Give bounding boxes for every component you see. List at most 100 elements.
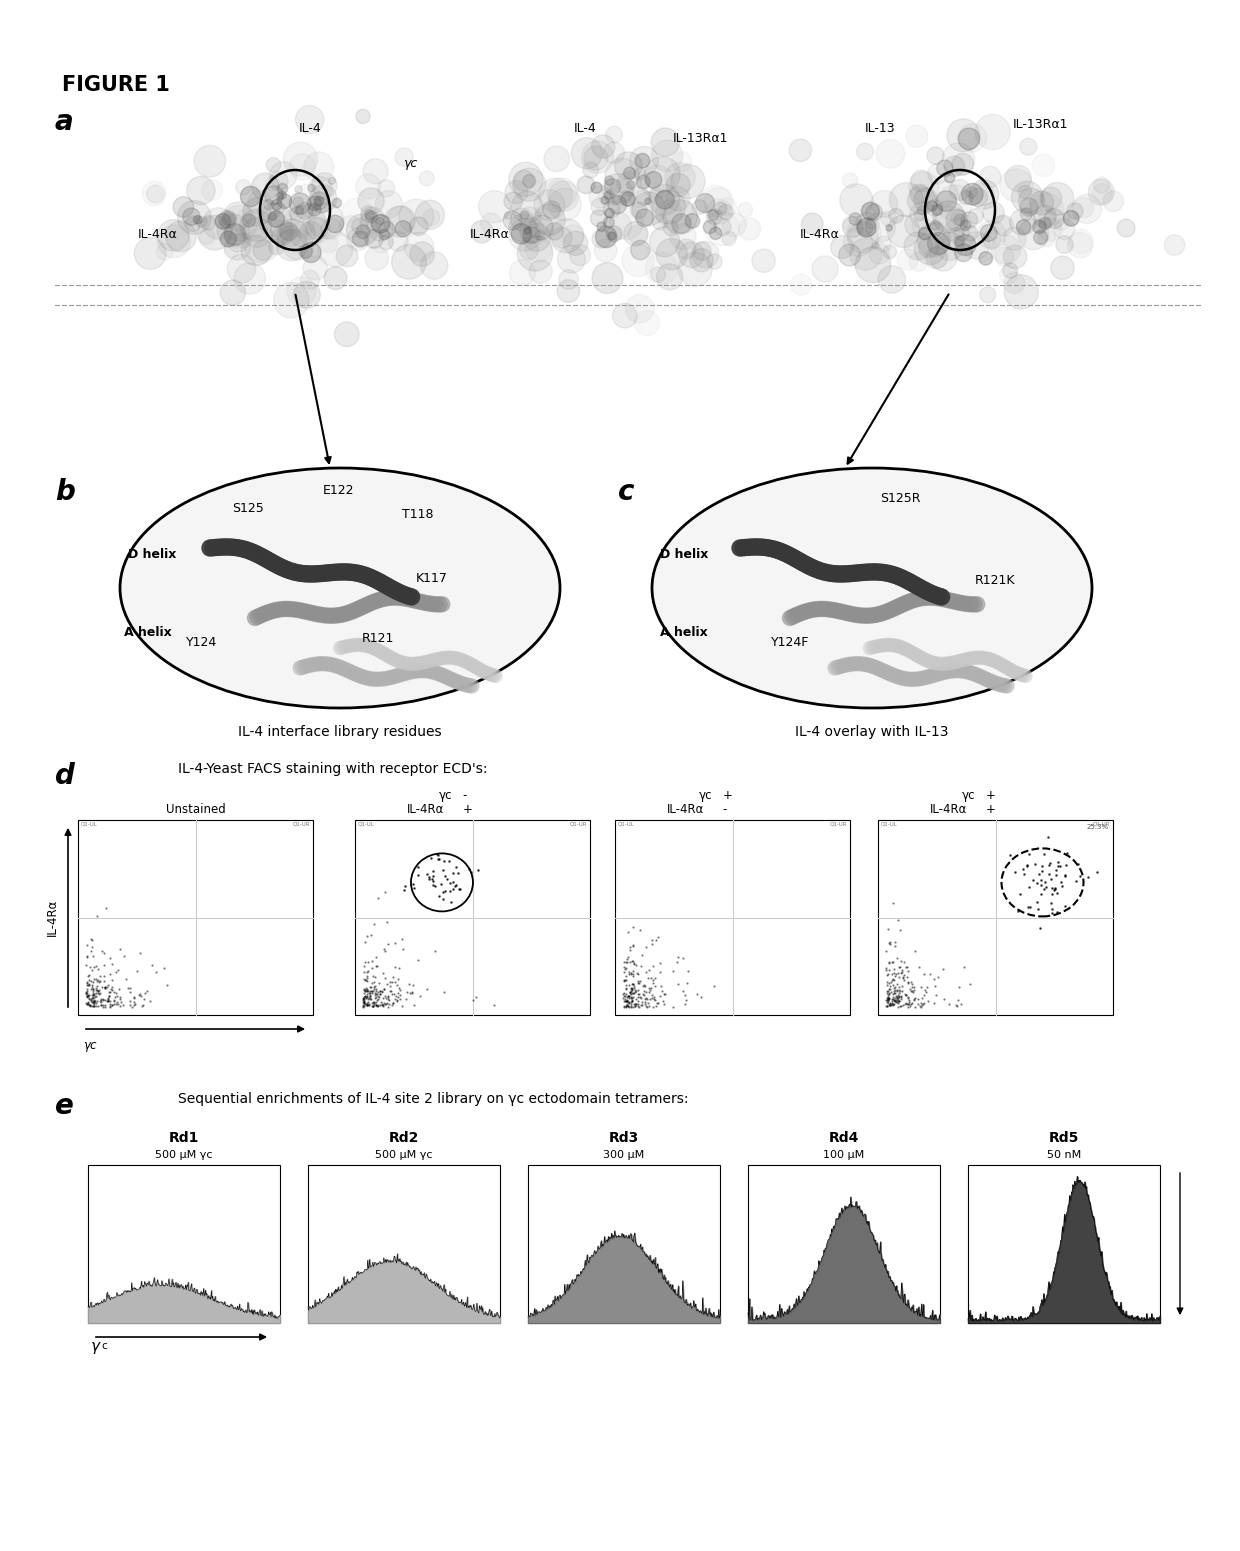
Point: [635, 974, 655, 999]
Circle shape: [202, 180, 222, 200]
Circle shape: [801, 603, 816, 619]
Circle shape: [652, 214, 667, 230]
Circle shape: [248, 611, 263, 625]
Circle shape: [882, 639, 895, 651]
Point: [626, 986, 646, 1011]
Circle shape: [645, 199, 651, 205]
Point: [434, 848, 454, 873]
Circle shape: [366, 211, 378, 223]
Point: [627, 985, 647, 1010]
Point: [624, 949, 644, 974]
Circle shape: [851, 565, 867, 582]
Point: [83, 993, 103, 1017]
Point: [887, 972, 906, 997]
Circle shape: [321, 608, 336, 624]
Point: [122, 994, 141, 1019]
Point: [655, 982, 675, 1007]
Circle shape: [222, 205, 257, 240]
Circle shape: [895, 672, 909, 686]
Circle shape: [957, 653, 970, 667]
Point: [619, 991, 639, 1016]
Circle shape: [859, 658, 873, 672]
Point: [130, 982, 150, 1007]
Circle shape: [1040, 188, 1061, 209]
Circle shape: [391, 585, 407, 600]
Point: [98, 986, 118, 1011]
Circle shape: [911, 591, 926, 606]
Point: [889, 965, 909, 990]
Point: [83, 943, 103, 968]
Point: [901, 979, 921, 1003]
Circle shape: [676, 239, 696, 259]
Point: [879, 985, 899, 1010]
Circle shape: [259, 551, 274, 568]
Circle shape: [427, 653, 440, 667]
Circle shape: [944, 656, 957, 670]
Point: [897, 983, 916, 1008]
Point: [898, 971, 918, 996]
Point: [675, 983, 694, 1008]
Circle shape: [470, 661, 484, 675]
Point: [410, 983, 430, 1008]
Point: [422, 865, 441, 890]
Circle shape: [398, 591, 413, 606]
Point: [880, 974, 900, 999]
Circle shape: [143, 181, 166, 206]
Circle shape: [394, 656, 407, 668]
Circle shape: [868, 608, 883, 622]
Circle shape: [253, 240, 274, 261]
Point: [355, 983, 374, 1008]
Point: [78, 990, 98, 1014]
Point: [86, 994, 105, 1019]
Point: [878, 979, 898, 1003]
Text: Unstained: Unstained: [166, 803, 226, 816]
Circle shape: [924, 589, 939, 605]
Text: R121: R121: [362, 631, 394, 645]
Circle shape: [605, 178, 621, 195]
Circle shape: [420, 664, 434, 678]
Circle shape: [786, 551, 802, 566]
Circle shape: [360, 639, 373, 653]
Circle shape: [433, 667, 446, 681]
Circle shape: [885, 225, 893, 231]
Circle shape: [242, 217, 272, 247]
Point: [877, 963, 897, 988]
Circle shape: [1104, 191, 1123, 211]
Circle shape: [1009, 665, 1023, 679]
Point: [388, 985, 408, 1010]
Circle shape: [347, 667, 361, 681]
Point: [355, 949, 374, 974]
Circle shape: [269, 212, 277, 220]
Point: [357, 979, 377, 1003]
Point: [890, 994, 910, 1019]
Point: [615, 968, 635, 993]
Circle shape: [384, 591, 399, 605]
Circle shape: [799, 557, 815, 572]
Circle shape: [624, 222, 649, 247]
Point: [885, 962, 905, 986]
Circle shape: [678, 253, 712, 287]
Circle shape: [842, 216, 858, 233]
Circle shape: [356, 225, 370, 239]
Point: [627, 991, 647, 1016]
Circle shape: [543, 200, 560, 219]
Point: [1029, 862, 1049, 887]
Circle shape: [489, 670, 502, 682]
Point: [94, 941, 114, 966]
Point: [621, 986, 641, 1011]
Circle shape: [388, 206, 415, 234]
Circle shape: [987, 676, 1001, 690]
Circle shape: [656, 239, 687, 270]
Circle shape: [952, 655, 966, 667]
Point: [636, 986, 656, 1011]
Point: [880, 991, 900, 1016]
Circle shape: [877, 565, 893, 580]
Circle shape: [410, 594, 425, 608]
Circle shape: [337, 662, 351, 676]
Point: [676, 988, 696, 1013]
Point: [894, 949, 914, 974]
Circle shape: [621, 192, 635, 206]
Point: [884, 965, 904, 990]
Circle shape: [666, 174, 691, 197]
Point: [133, 993, 153, 1017]
